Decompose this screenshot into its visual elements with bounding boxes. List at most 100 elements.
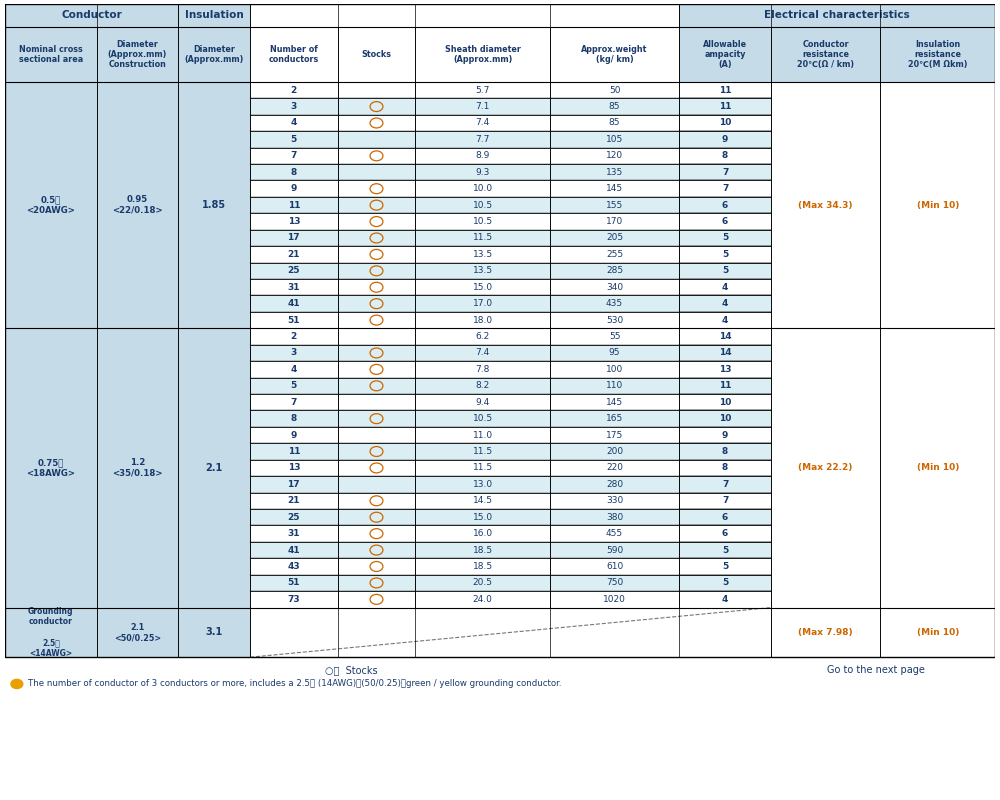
Text: 10.5: 10.5 <box>473 201 493 210</box>
Bar <box>415 164 550 181</box>
Bar <box>338 476 415 493</box>
Bar <box>250 410 338 427</box>
Bar <box>5 607 97 658</box>
Text: 330: 330 <box>606 496 623 506</box>
Bar <box>415 493 550 509</box>
Text: Sheath diameter
(Approx.mm): Sheath diameter (Approx.mm) <box>445 45 521 64</box>
Bar <box>338 279 415 295</box>
Text: 51: 51 <box>288 578 300 587</box>
Text: 14.5: 14.5 <box>473 496 493 506</box>
Bar <box>415 574 550 591</box>
Text: 11.0: 11.0 <box>473 430 493 439</box>
Bar <box>679 246 771 262</box>
Bar <box>550 509 679 526</box>
Bar <box>250 148 338 164</box>
Bar <box>415 295 550 312</box>
Bar <box>250 131 338 148</box>
Text: 13: 13 <box>288 217 300 226</box>
Bar <box>250 558 338 574</box>
Bar <box>178 82 250 328</box>
Bar <box>550 181 679 197</box>
Bar <box>415 345 550 361</box>
Bar <box>250 214 338 230</box>
Text: 4: 4 <box>722 282 728 292</box>
Bar <box>679 164 771 181</box>
Text: 380: 380 <box>606 513 623 522</box>
Bar <box>550 27 679 82</box>
Bar <box>250 591 338 607</box>
Bar <box>250 328 338 345</box>
Bar <box>338 378 415 394</box>
Text: 13: 13 <box>719 365 731 374</box>
Bar <box>550 574 679 591</box>
Bar <box>415 542 550 558</box>
Bar <box>338 295 415 312</box>
Text: (Min 10): (Min 10) <box>917 463 959 473</box>
Text: 200: 200 <box>606 447 623 456</box>
Bar <box>338 98 415 114</box>
Bar <box>5 4 995 658</box>
Bar <box>415 262 550 279</box>
Text: 15.0: 15.0 <box>473 282 493 292</box>
Bar <box>679 410 771 427</box>
Text: 41: 41 <box>288 299 300 308</box>
Text: 20.5: 20.5 <box>473 578 493 587</box>
Bar <box>338 443 415 460</box>
Text: 6.2: 6.2 <box>475 332 490 341</box>
Bar <box>679 378 771 394</box>
Bar <box>178 328 250 607</box>
Bar <box>679 427 771 443</box>
Text: Nominal cross
sectional area: Nominal cross sectional area <box>19 45 83 64</box>
Text: 435: 435 <box>606 299 623 308</box>
Bar <box>338 542 415 558</box>
Text: 9: 9 <box>291 184 297 193</box>
Text: 110: 110 <box>606 382 623 390</box>
Text: 10: 10 <box>719 414 731 423</box>
Text: 8: 8 <box>722 463 728 473</box>
Bar <box>415 443 550 460</box>
Text: 5: 5 <box>722 266 728 275</box>
Bar <box>338 558 415 574</box>
Text: 55: 55 <box>609 332 620 341</box>
Text: 10: 10 <box>719 398 731 406</box>
Bar <box>97 27 178 82</box>
Text: Insulation
resistance
20℃(M Ωkm): Insulation resistance 20℃(M Ωkm) <box>908 39 967 70</box>
Bar <box>415 526 550 542</box>
Bar <box>550 295 679 312</box>
Bar <box>679 591 771 607</box>
Text: 100: 100 <box>606 365 623 374</box>
Text: 145: 145 <box>606 184 623 193</box>
Text: 0.5㎡
<20AWG>: 0.5㎡ <20AWG> <box>26 195 75 215</box>
Text: 8: 8 <box>291 168 297 177</box>
Bar <box>679 574 771 591</box>
Text: 3: 3 <box>291 102 297 111</box>
Bar <box>338 181 415 197</box>
Bar <box>550 345 679 361</box>
Bar <box>250 345 338 361</box>
Bar <box>338 328 415 345</box>
Text: Number of
conductors: Number of conductors <box>269 45 319 64</box>
Text: 5: 5 <box>722 562 728 571</box>
Bar <box>679 262 771 279</box>
Text: 50: 50 <box>609 86 620 94</box>
Text: 11.5: 11.5 <box>473 234 493 242</box>
Bar <box>550 460 679 476</box>
Text: 8: 8 <box>722 151 728 160</box>
Bar <box>679 295 771 312</box>
Bar <box>679 98 771 114</box>
Text: 11: 11 <box>719 382 731 390</box>
Text: 205: 205 <box>606 234 623 242</box>
Text: 340: 340 <box>606 282 623 292</box>
Text: 11.5: 11.5 <box>473 463 493 473</box>
Bar <box>338 574 415 591</box>
Text: 220: 220 <box>606 463 623 473</box>
Bar <box>250 607 771 658</box>
Bar <box>550 262 679 279</box>
Bar <box>679 181 771 197</box>
Text: Diameter
(Approx.mm): Diameter (Approx.mm) <box>184 45 244 64</box>
Bar <box>338 493 415 509</box>
Bar <box>338 361 415 378</box>
Text: 6: 6 <box>722 217 728 226</box>
Text: 610: 610 <box>606 562 623 571</box>
Bar <box>550 591 679 607</box>
